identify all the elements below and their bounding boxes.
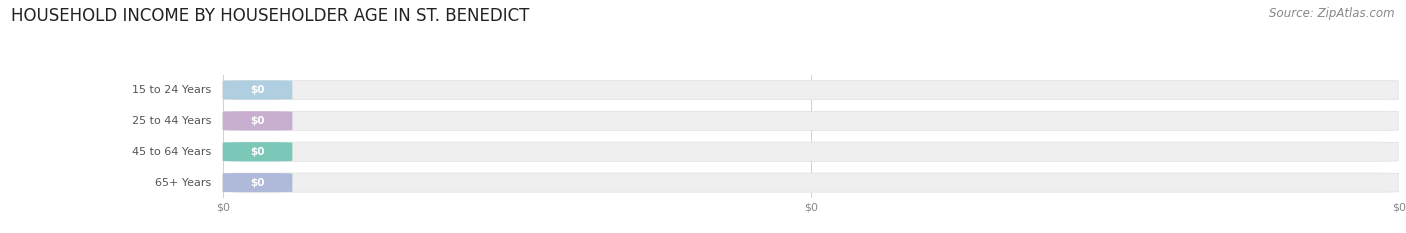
Text: Source: ZipAtlas.com: Source: ZipAtlas.com (1270, 7, 1395, 20)
FancyBboxPatch shape (222, 142, 1399, 161)
Text: $0: $0 (250, 85, 264, 95)
FancyBboxPatch shape (222, 173, 292, 192)
FancyBboxPatch shape (222, 142, 292, 161)
Text: $0: $0 (250, 116, 264, 126)
FancyBboxPatch shape (222, 111, 292, 130)
Text: $0: $0 (250, 147, 264, 157)
Text: 45 to 64 Years: 45 to 64 Years (132, 147, 212, 157)
Text: 15 to 24 Years: 15 to 24 Years (132, 85, 212, 95)
FancyBboxPatch shape (222, 80, 292, 99)
FancyBboxPatch shape (222, 111, 1399, 130)
Text: 65+ Years: 65+ Years (156, 178, 212, 188)
FancyBboxPatch shape (222, 80, 1399, 99)
FancyBboxPatch shape (222, 173, 1399, 192)
Text: $0: $0 (250, 178, 264, 188)
Text: 25 to 44 Years: 25 to 44 Years (132, 116, 212, 126)
Text: HOUSEHOLD INCOME BY HOUSEHOLDER AGE IN ST. BENEDICT: HOUSEHOLD INCOME BY HOUSEHOLDER AGE IN S… (11, 7, 530, 25)
